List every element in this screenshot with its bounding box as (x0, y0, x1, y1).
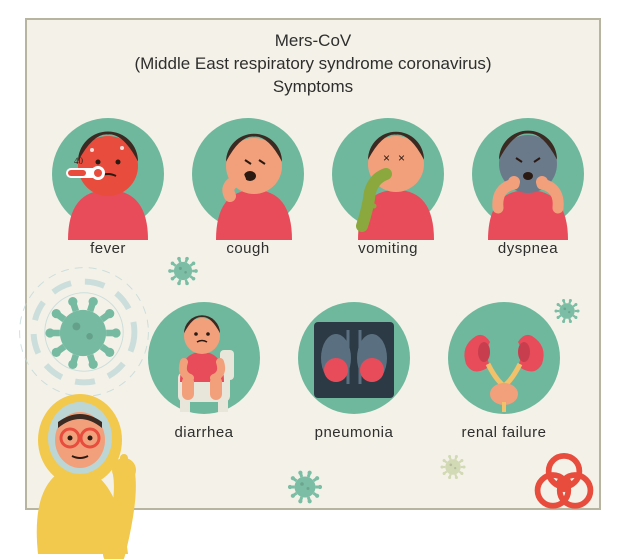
hazmat-person-icon (18, 388, 168, 559)
symptom-renal: renal failure (448, 302, 560, 441)
virus-icon (442, 456, 464, 483)
pneumonia-icon (298, 302, 410, 414)
symptom-cough: cough (192, 118, 304, 257)
symptom-label-vomiting: vomiting (332, 240, 444, 257)
symptom-label-pneumonia: pneumonia (298, 424, 410, 441)
symptom-label-renal: renal failure (448, 424, 560, 441)
big-virus-icon (50, 300, 116, 371)
symptom-circle-vomiting: ×× (332, 118, 444, 230)
svg-text:×: × (383, 151, 390, 165)
title: Mers-CoV(Middle East respiratory syndrom… (0, 30, 626, 99)
symptom-dyspnea: dyspnea (472, 118, 584, 257)
symptom-pneumonia: pneumonia (298, 302, 410, 441)
symptom-circle-pneumonia (298, 302, 410, 414)
svg-text:40: 40 (74, 156, 84, 166)
svg-text:×: × (398, 151, 405, 165)
canvas: Mers-CoV(Middle East respiratory syndrom… (0, 0, 626, 556)
virus-icon (556, 300, 578, 327)
symptom-label-fever: fever (52, 240, 164, 257)
title-line3: Symptoms (0, 76, 626, 99)
dyspnea-icon (472, 118, 584, 230)
vomiting-icon: ×× (332, 118, 444, 230)
symptom-fever: 40 fever (52, 118, 164, 257)
symptom-circle-dyspnea (472, 118, 584, 230)
symptom-circle-cough (192, 118, 304, 230)
title-line1: Mers-CoV (0, 30, 626, 53)
fever-icon: 40 (52, 118, 164, 230)
symptom-circle-fever: 40 (52, 118, 164, 230)
cough-icon (192, 118, 304, 230)
symptom-label-cough: cough (192, 240, 304, 257)
symptom-label-dyspnea: dyspnea (472, 240, 584, 257)
title-line2: (Middle East respiratory syndrome corona… (0, 53, 626, 76)
renal-icon (448, 302, 560, 414)
virus-icon (170, 258, 196, 289)
virus-icon (290, 472, 320, 507)
symptom-circle-renal (448, 302, 560, 414)
biohazard-icon (532, 452, 596, 521)
symptom-vomiting: ××vomiting (332, 118, 444, 257)
